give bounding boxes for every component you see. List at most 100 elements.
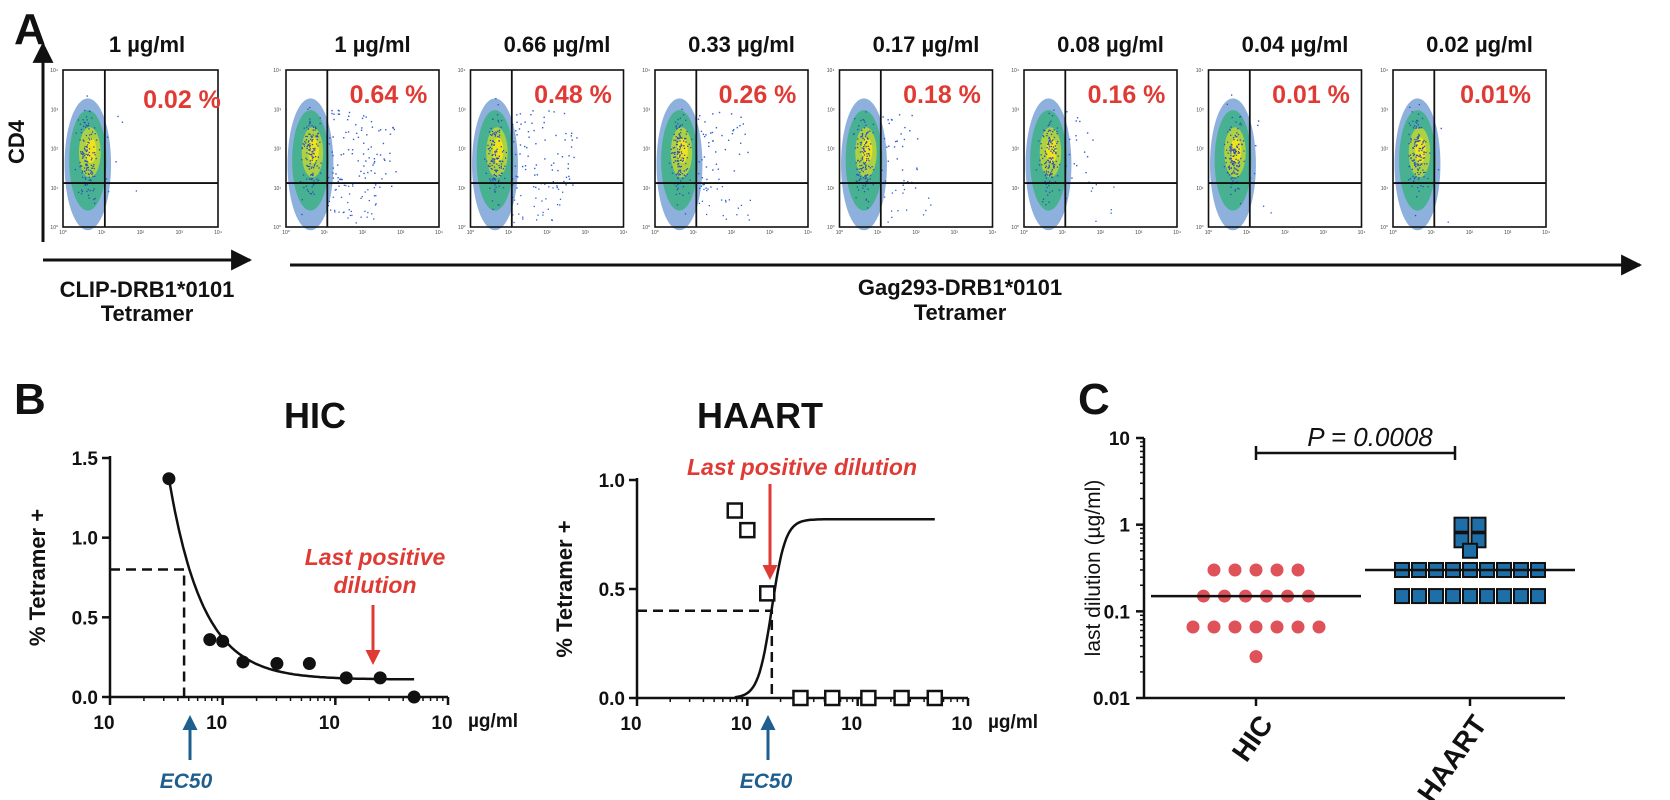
event-dot [312, 174, 314, 176]
event-dot [306, 158, 308, 161]
event-dot [1421, 143, 1423, 146]
tetramer-positive-dot [887, 160, 889, 162]
tetramer-positive-dot [521, 165, 524, 168]
event-dot [679, 159, 681, 162]
event-dot [307, 141, 309, 143]
event-dot [867, 145, 869, 148]
event-dot [347, 185, 350, 188]
event-dot [493, 132, 495, 134]
event-dot [1413, 125, 1416, 127]
tetramer-positive-dot [362, 153, 365, 155]
event-dot [1228, 168, 1231, 170]
tetramer-positive-dot [385, 128, 387, 131]
event-dot [86, 190, 88, 193]
event-dot [305, 185, 307, 187]
tetramer-positive-dot [347, 131, 350, 133]
event-dot [373, 218, 375, 220]
tetramer-positive-dot [702, 133, 705, 136]
event-dot [681, 160, 684, 163]
event-dot [1423, 157, 1426, 159]
event-dot [1044, 155, 1046, 157]
event-dot [314, 126, 316, 128]
event-dot [1056, 175, 1059, 177]
event-dot [493, 178, 495, 180]
event-dot [673, 156, 675, 158]
tetramer-positive-dot [534, 167, 536, 170]
y-axis-label: % Tetramer + [25, 509, 50, 646]
event-dot [1047, 130, 1050, 132]
event-dot [498, 136, 500, 138]
event-dot [1238, 143, 1240, 145]
tetramer-positive-dot [544, 158, 546, 160]
event-dot [309, 106, 311, 109]
tetramer-positive-dot [561, 156, 564, 158]
facs-y-tick: 10² [274, 147, 282, 153]
tetramer-positive-dot [1076, 117, 1079, 119]
event-dot [489, 134, 492, 136]
event-dot [489, 163, 491, 165]
tetramer-positive-dot [886, 146, 888, 148]
event-dot [1233, 138, 1235, 141]
event-dot [489, 180, 492, 182]
event-dot [1422, 169, 1424, 171]
tetramer-positive-dot [914, 187, 917, 189]
event-dot [677, 160, 679, 162]
event-dot [868, 148, 870, 150]
event-dot [513, 221, 515, 224]
concentration-label: 0.08 µg/ml [1057, 32, 1164, 57]
event-dot [677, 152, 679, 154]
event-dot [890, 210, 893, 212]
event-dot [329, 209, 332, 211]
event-dot [679, 145, 681, 148]
hic-last-positive-label-line2: dilution [333, 572, 416, 598]
event-dot [309, 122, 311, 124]
concentration-label: 0.04 µg/ml [1242, 32, 1349, 57]
tetramer-positive-dot [550, 164, 553, 166]
data-point [792, 689, 809, 707]
event-dot [310, 174, 312, 176]
event-dot [86, 161, 89, 163]
event-dot [373, 195, 376, 197]
event-dot [1421, 148, 1424, 150]
tetramer-positive-dot [360, 129, 363, 131]
tetramer-positive-dot [573, 156, 575, 159]
event-dot [1238, 161, 1240, 163]
event-dot [491, 148, 493, 150]
haart-data-point [1496, 588, 1512, 605]
tetramer-positive-dot [717, 168, 720, 170]
event-dot [685, 162, 687, 165]
hic-data-point [1207, 620, 1221, 634]
event-dot [360, 216, 362, 218]
event-dot [88, 173, 90, 176]
tetramer-positive-dot [379, 129, 382, 131]
event-dot [81, 151, 84, 153]
event-dot [309, 153, 311, 156]
event-dot [1418, 155, 1420, 158]
event-dot [679, 166, 681, 168]
event-dot [84, 177, 86, 179]
tetramer-positive-dot [552, 181, 555, 183]
event-dot [1423, 145, 1426, 148]
event-dot [1231, 147, 1233, 149]
event-dot [1235, 135, 1237, 138]
event-dot [493, 144, 495, 146]
event-dot [677, 183, 679, 186]
event-dot [1420, 159, 1422, 161]
event-dot [1055, 160, 1057, 163]
event-dot [1417, 160, 1420, 162]
event-dot [1231, 173, 1233, 175]
tetramer-positive-dot [1073, 163, 1076, 165]
event-dot [537, 214, 539, 216]
event-dot [488, 131, 491, 133]
event-dot [367, 189, 369, 191]
event-dot [860, 136, 862, 138]
event-dot [1051, 168, 1054, 171]
event-dot [320, 162, 322, 164]
event-dot [1223, 166, 1226, 168]
event-dot [1048, 144, 1050, 146]
facs-y-tick: 10⁰ [1196, 225, 1204, 231]
event-dot [707, 188, 709, 190]
event-dot [494, 174, 497, 177]
facs-y-tick: 10⁴ [1380, 68, 1388, 74]
p-value-label: P = 0.0008 [1307, 422, 1433, 452]
